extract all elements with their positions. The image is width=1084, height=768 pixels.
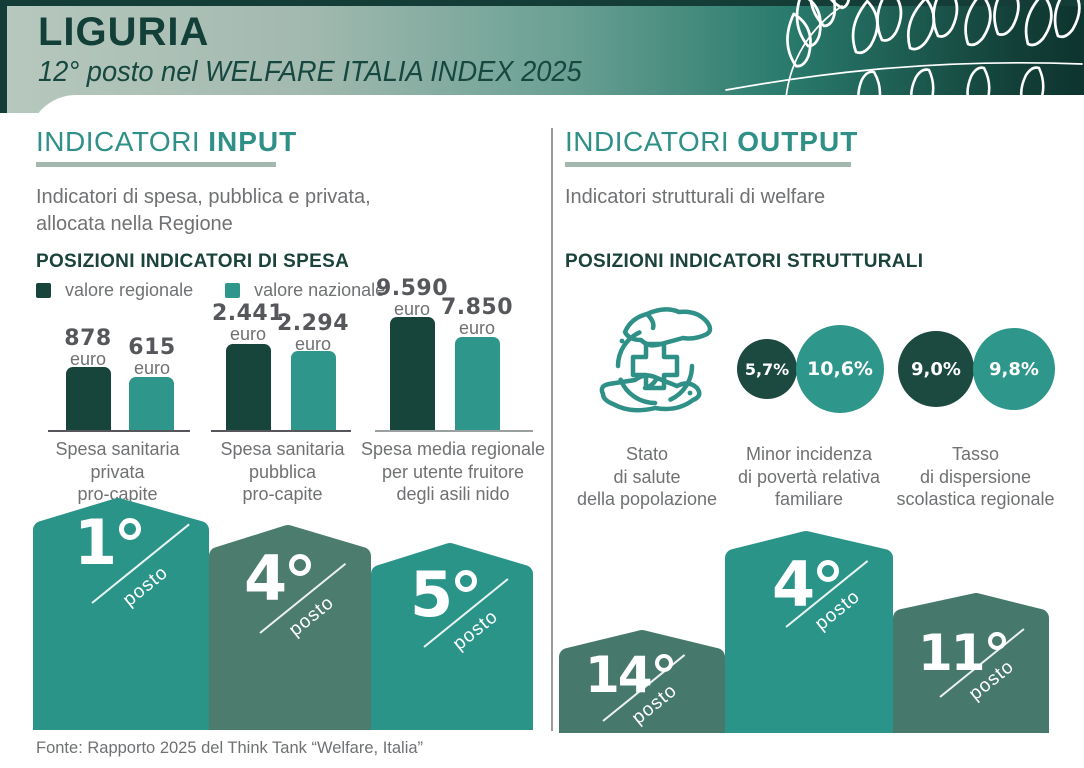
bar-group-baseline	[375, 430, 533, 432]
circle-regional-poverta: 5,7%	[737, 339, 797, 399]
input-rank-asili-nido: 5 posto	[398, 560, 563, 695]
output-chart-title: POSIZIONI INDICATORI STRUTTURALI	[565, 251, 924, 272]
bar-value: 878	[64, 326, 112, 351]
bar-value: 7.850	[440, 295, 514, 320]
circle-national-poverta: 10,6%	[796, 325, 884, 413]
page-subtitle: 12° posto nel WELFARE ITALIA INDEX 2025	[38, 56, 582, 88]
rank-value: 5	[410, 558, 453, 631]
bar-regional-spesa-pubblica	[226, 344, 271, 430]
input-title-underline	[36, 162, 276, 167]
bar-value: 9.590	[375, 276, 449, 301]
output-rank-dispersione: 11 posto	[918, 624, 1083, 759]
bar-regional-asili-nido	[390, 317, 435, 430]
legend-label-regionale: valore regionale	[65, 280, 194, 300]
bar-regional-spesa-privata	[66, 367, 111, 430]
bar-group-caption: Spesa sanitaria pubblica pro-capite	[220, 439, 345, 504]
bar-national-spesa-privata	[129, 377, 174, 430]
bar-group-caption: Spesa media regionale per utente fruitor…	[360, 439, 546, 504]
output-title-bold: OUTPUT	[737, 126, 859, 157]
degree-symbol	[119, 518, 142, 540]
input-chart-title: POSIZIONI INDICATORI DI SPESA	[36, 251, 350, 272]
legend-swatch-nazionale	[225, 283, 241, 298]
output-section-title: INDICATORI OUTPUT	[565, 126, 858, 158]
input-rank-spesa-privata: 1 posto	[62, 508, 227, 643]
bar-value-label: 9.590 euro	[372, 278, 452, 320]
input-rank-spesa-pubblica: 4 posto	[232, 544, 397, 679]
degree-symbol	[817, 560, 840, 582]
legend-swatch-regionale	[36, 283, 51, 298]
bar-value-label: 878 euro	[48, 328, 128, 370]
output-title-regular: INDICATORI	[565, 126, 730, 157]
bar-value-label: 2.441 euro	[208, 303, 288, 345]
degree-symbol	[654, 654, 673, 672]
rank-number: 11	[918, 628, 1006, 678]
input-section-description: Indicatori di spesa, pubblica e privata,…	[36, 186, 371, 235]
input-title-bold: INPUT	[208, 126, 298, 157]
circle-value: 9,0%	[911, 358, 961, 380]
rank-value: 14	[585, 646, 653, 704]
bar-unit: euro	[294, 334, 332, 354]
circle-value: 5,7%	[744, 359, 790, 379]
input-section-title: INDICATORI INPUT	[36, 126, 297, 158]
output-title-underline	[565, 162, 851, 167]
bar-national-spesa-pubblica	[291, 351, 336, 430]
source-note: Fonte: Rapporto 2025 del Think Tank “Wel…	[36, 739, 424, 757]
bar-value: 615	[128, 335, 176, 360]
degree-symbol	[289, 554, 312, 576]
indicator-caption-salute: Stato di salute della popolazione	[576, 444, 718, 509]
output-rank-salute: 14 posto	[585, 646, 750, 768]
rank-value: 4	[772, 548, 815, 621]
bar-national-asili-nido	[455, 337, 500, 430]
output-rank-poverta: 4 posto	[760, 550, 925, 685]
rank-number: 5	[410, 564, 478, 626]
rank-number: 4	[772, 554, 840, 616]
circle-value: 10,6%	[807, 358, 873, 380]
bar-unit: euro	[229, 324, 267, 344]
input-podium	[33, 498, 533, 730]
bar-unit: euro	[69, 349, 107, 369]
degree-symbol	[455, 570, 478, 592]
bar-group-baseline	[211, 430, 351, 432]
bar-group-caption: Spesa sanitaria privata pro-capite	[55, 439, 180, 504]
rank-value: 1	[74, 506, 117, 579]
bar-value-label: 615 euro	[112, 337, 192, 379]
page-title: LIGURIA	[38, 10, 210, 54]
rank-value: 4	[244, 542, 287, 615]
output-podium	[559, 531, 1049, 733]
circle-value: 9,8%	[989, 358, 1039, 380]
bar-value-label: 2.294 euro	[273, 313, 353, 355]
output-section-description: Indicatori strutturali di welfare	[565, 186, 826, 208]
degree-symbol	[987, 632, 1006, 650]
bar-unit: euro	[458, 318, 496, 338]
bar-unit: euro	[393, 299, 431, 319]
circle-national-dispersione: 9,8%	[973, 328, 1055, 410]
bar-group-baseline	[48, 430, 190, 432]
bar-unit: euro	[133, 358, 171, 378]
bar-value: 2.441	[211, 301, 285, 326]
rank-number: 1	[74, 512, 142, 574]
indicator-caption-dispersione: Tasso di dispersione scolastica regional…	[896, 444, 1055, 509]
rank-number: 14	[585, 650, 673, 700]
bar-value: 2.294	[276, 311, 350, 336]
legend-label-nazionale: valore nazionale	[254, 280, 386, 300]
bar-chart-legend: valore regionale valore nazionale	[36, 280, 403, 301]
bar-value-label: 7.850 euro	[437, 297, 517, 339]
olive-branch-icon	[725, 0, 1083, 100]
indicator-caption-poverta: Minor incidenza di povertà relativa fami…	[737, 444, 881, 509]
rank-number: 4	[244, 548, 312, 610]
rank-value: 11	[918, 624, 986, 682]
circle-regional-dispersione: 9,0%	[898, 331, 974, 407]
input-title-regular: INDICATORI	[36, 126, 201, 157]
header-band	[0, 0, 1084, 113]
hands-health-icon	[599, 307, 713, 413]
column-divider	[551, 128, 553, 731]
